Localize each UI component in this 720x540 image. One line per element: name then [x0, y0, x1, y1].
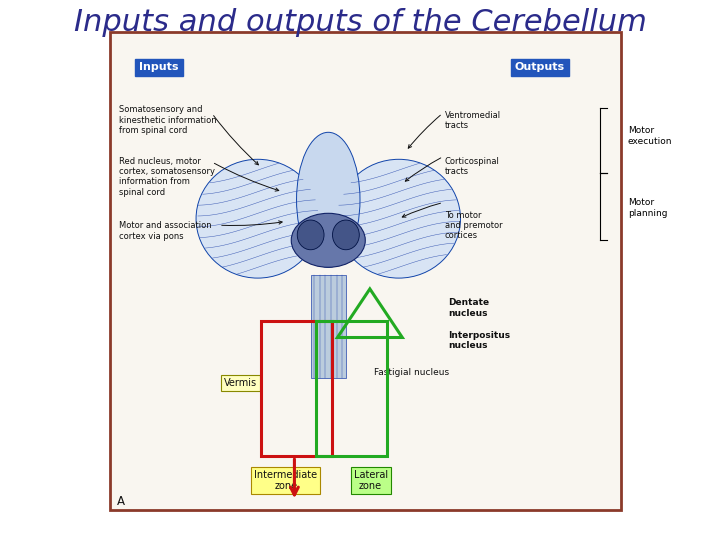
- Ellipse shape: [297, 132, 360, 267]
- Ellipse shape: [297, 220, 324, 249]
- Ellipse shape: [333, 220, 359, 249]
- Text: Inputs and outputs of the Cerebellum: Inputs and outputs of the Cerebellum: [73, 8, 647, 37]
- Text: Ventromedial
tracts: Ventromedial tracts: [445, 111, 500, 130]
- Text: Intermediate
zone: Intermediate zone: [254, 470, 318, 491]
- Text: Motor
planning: Motor planning: [628, 198, 667, 218]
- Text: To motor
and premotor
cortices: To motor and premotor cortices: [445, 211, 503, 240]
- Text: Vermis: Vermis: [224, 379, 257, 388]
- Text: Inputs: Inputs: [139, 63, 179, 72]
- Text: Outputs: Outputs: [515, 63, 565, 72]
- Ellipse shape: [292, 213, 365, 267]
- Text: A: A: [117, 495, 125, 508]
- Text: Lateral
zone: Lateral zone: [354, 470, 387, 491]
- Text: Motor
execution: Motor execution: [628, 126, 672, 146]
- Text: Somatosensory and
kinesthetic information
from spinal cord: Somatosensory and kinesthetic informatio…: [119, 105, 217, 135]
- Ellipse shape: [196, 159, 320, 278]
- Text: Motor and association
cortex via pons: Motor and association cortex via pons: [119, 221, 212, 241]
- FancyBboxPatch shape: [310, 275, 346, 378]
- Bar: [316, 321, 387, 456]
- Text: Red nucleus, motor
cortex, somatosensory
information from
spinal cord: Red nucleus, motor cortex, somatosensory…: [119, 157, 215, 197]
- Bar: [261, 321, 332, 456]
- Text: Dentate
nucleus: Dentate nucleus: [448, 298, 490, 318]
- Text: Corticospinal
tracts: Corticospinal tracts: [445, 157, 500, 176]
- Text: Fastigial nucleus: Fastigial nucleus: [374, 368, 449, 377]
- Text: Interpositus
nucleus: Interpositus nucleus: [448, 330, 510, 350]
- FancyBboxPatch shape: [109, 32, 621, 510]
- Ellipse shape: [337, 159, 461, 278]
